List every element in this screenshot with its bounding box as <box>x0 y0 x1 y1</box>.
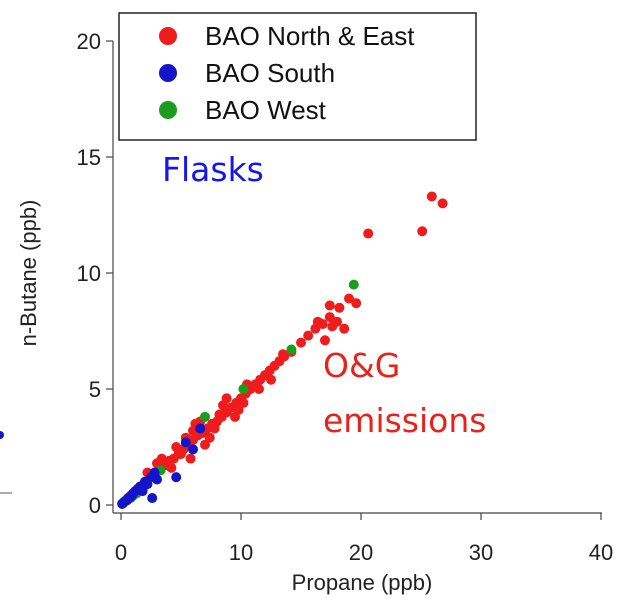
legend-label: BAO South <box>205 58 335 88</box>
y-tick-label: 0 <box>89 493 101 518</box>
x-tick-label: 0 <box>115 540 127 565</box>
annotation-og: O&G <box>323 346 400 385</box>
legend-label: BAO North & East <box>205 21 415 51</box>
data-point <box>296 337 306 348</box>
data-point <box>142 479 153 490</box>
legend-marker <box>159 64 177 82</box>
data-point <box>344 293 354 304</box>
data-point <box>426 191 437 202</box>
data-point <box>324 312 335 323</box>
annotation-emissions: emissions <box>323 401 486 440</box>
data-point <box>156 453 167 464</box>
legend-box <box>118 12 477 141</box>
x-tick-label: 30 <box>469 540 493 565</box>
data-point <box>286 344 297 355</box>
annotation-flasks: Flasks <box>162 150 264 189</box>
data-point <box>166 462 177 473</box>
legend-marker <box>159 27 177 45</box>
data-point <box>437 198 448 209</box>
data-point <box>171 442 182 452</box>
data-point <box>348 279 359 290</box>
legend-label: BAO West <box>205 95 327 125</box>
data-point <box>254 384 264 394</box>
legend-items: BAO North & East BAO South BAO West <box>159 21 415 125</box>
plot-area <box>117 191 448 509</box>
data-point <box>180 437 191 448</box>
y-tick-label: 15 <box>77 145 101 170</box>
legend-marker <box>159 101 177 119</box>
data-point <box>334 302 345 313</box>
axes: 0 10 20 30 40 0 5 10 15 20 <box>77 29 614 565</box>
data-point <box>363 228 374 239</box>
data-point <box>417 226 428 237</box>
x-axis-label: Propane (ppb) <box>292 570 433 595</box>
y-axis-label: n-Butane (ppb) <box>16 200 41 347</box>
data-point <box>221 393 232 404</box>
data-point <box>188 444 198 455</box>
data-point <box>147 493 158 504</box>
y-tick-label: 20 <box>77 29 101 54</box>
data-point <box>266 374 276 385</box>
data-point <box>351 298 362 309</box>
data-point <box>214 409 225 420</box>
legend: BAO North & East BAO South BAO West <box>118 12 477 141</box>
y-tick-label: 5 <box>89 377 101 402</box>
data-point <box>278 349 288 360</box>
data-point <box>324 300 335 311</box>
data-point <box>233 404 244 415</box>
data-point <box>200 439 210 450</box>
data-point <box>303 330 314 341</box>
x-tick-label: 20 <box>349 540 373 565</box>
x-tick-label: 40 <box>589 540 613 565</box>
data-point <box>126 490 137 501</box>
data-point <box>332 316 342 327</box>
clip-edge-point <box>0 431 4 439</box>
data-point <box>339 323 350 334</box>
data-point <box>312 316 323 327</box>
data-point <box>238 384 249 394</box>
data-point <box>185 453 196 464</box>
data-point <box>137 486 148 497</box>
series-1 <box>117 423 206 509</box>
data-point <box>171 472 182 483</box>
data-point <box>238 397 249 408</box>
data-point <box>200 411 210 422</box>
data-point <box>320 335 330 346</box>
data-point <box>209 423 220 434</box>
data-point <box>176 448 186 459</box>
data-point <box>204 432 215 443</box>
data-point <box>152 474 162 485</box>
data-point <box>195 423 206 434</box>
y-tick-label: 10 <box>77 261 101 286</box>
x-tick-label: 10 <box>229 540 253 565</box>
